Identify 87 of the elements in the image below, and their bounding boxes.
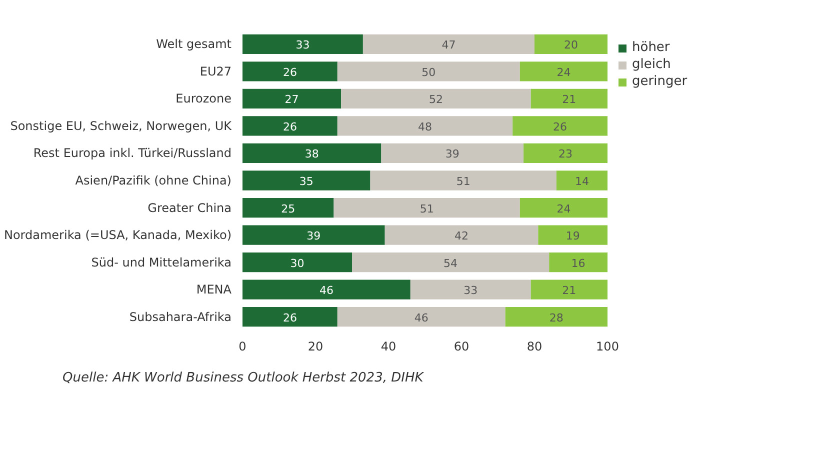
bar	[242, 198, 334, 218]
data-label: 48	[418, 120, 432, 134]
bar	[242, 280, 410, 300]
y-tick-label: Rest Europa inkl. Türkei/Russland	[33, 146, 232, 160]
x-tick-label: 0	[238, 340, 246, 354]
x-tick-label: 80	[526, 340, 542, 354]
data-label: 16	[571, 256, 586, 270]
y-tick-label: Süd- und Mittelamerika	[91, 255, 232, 270]
bar	[549, 252, 608, 272]
data-label: 52	[428, 93, 443, 106]
data-label: 27	[284, 93, 299, 106]
data-label: 24	[556, 66, 571, 79]
data-label: 38	[304, 148, 319, 161]
bar	[337, 62, 520, 82]
bar	[242, 143, 382, 164]
legend-label: gleich	[632, 57, 671, 72]
legend-label: geringer	[632, 74, 688, 89]
data-label: 19	[566, 230, 580, 243]
data-label: 21	[562, 93, 576, 106]
bar	[538, 225, 608, 245]
legend-label: höher	[632, 40, 670, 55]
bar	[410, 280, 531, 300]
data-label: 14	[574, 175, 589, 188]
x-tick-label: 40	[380, 340, 396, 354]
data-label: 20	[564, 38, 578, 52]
bar	[242, 307, 338, 327]
bar	[334, 198, 520, 218]
bar	[370, 170, 556, 190]
bar	[530, 88, 608, 108]
bar	[381, 143, 524, 164]
y-tick-label: Nordamerika (=USA, Kanada, Mexiko)	[4, 228, 232, 242]
data-label: 23	[558, 148, 573, 161]
y-tick-label: Greater China	[148, 200, 232, 215]
data-label: 46	[319, 284, 334, 298]
data-label: 26	[282, 66, 297, 79]
data-label: 50	[422, 66, 436, 79]
data-label: 39	[445, 148, 460, 161]
data-label: 30	[290, 256, 304, 270]
data-label: 42	[454, 230, 468, 243]
bar	[362, 34, 534, 54]
y-tick-label: Asien/Pazifik (ohne China)	[75, 174, 232, 188]
x-tick-label: 60	[454, 340, 470, 354]
data-label: 24	[556, 202, 571, 216]
bar	[242, 62, 338, 82]
bar	[242, 34, 363, 54]
data-label: 33	[464, 284, 478, 298]
x-tick-label: 20	[308, 340, 324, 354]
bar	[341, 88, 531, 108]
data-label: 51	[420, 202, 434, 216]
y-tick-label: Welt gesamt	[156, 37, 232, 52]
bar	[337, 116, 513, 136]
data-label: 51	[456, 175, 470, 188]
data-label: 26	[282, 311, 297, 324]
data-label: 28	[549, 311, 564, 324]
bar	[242, 252, 352, 272]
bar	[512, 116, 608, 136]
data-label: 26	[282, 120, 297, 134]
data-label: 54	[444, 256, 458, 270]
bar	[242, 170, 370, 190]
data-label: 26	[553, 120, 568, 134]
bar	[352, 252, 550, 272]
x-tick-label: 100	[596, 340, 619, 354]
bar	[534, 34, 608, 54]
bar	[530, 280, 608, 300]
bar	[505, 307, 608, 327]
y-tick-label: Sonstige EU, Schweiz, Norwegen, UK	[10, 118, 233, 133]
y-tick-label: EU27	[200, 64, 232, 78]
data-label: 25	[281, 202, 296, 216]
bar	[337, 307, 506, 327]
bar	[242, 88, 342, 108]
bar	[524, 143, 608, 164]
y-tick-label: Subsahara-Afrika	[129, 310, 232, 324]
data-label: 35	[299, 175, 314, 188]
bar	[242, 116, 338, 136]
bar	[520, 62, 608, 82]
bar	[242, 225, 385, 245]
data-label: 46	[414, 311, 428, 324]
data-label: 47	[442, 38, 456, 52]
bar	[520, 198, 608, 218]
y-tick-label: MENA	[196, 282, 232, 297]
source-note: Quelle: AHK World Business Outlook Herbst 2023, DIHK	[62, 370, 425, 386]
data-label: 21	[562, 284, 576, 298]
bar	[384, 225, 538, 245]
bar	[556, 170, 608, 190]
y-tick-label: Eurozone	[176, 92, 232, 106]
data-label: 39	[306, 230, 321, 243]
data-label: 33	[296, 38, 310, 52]
